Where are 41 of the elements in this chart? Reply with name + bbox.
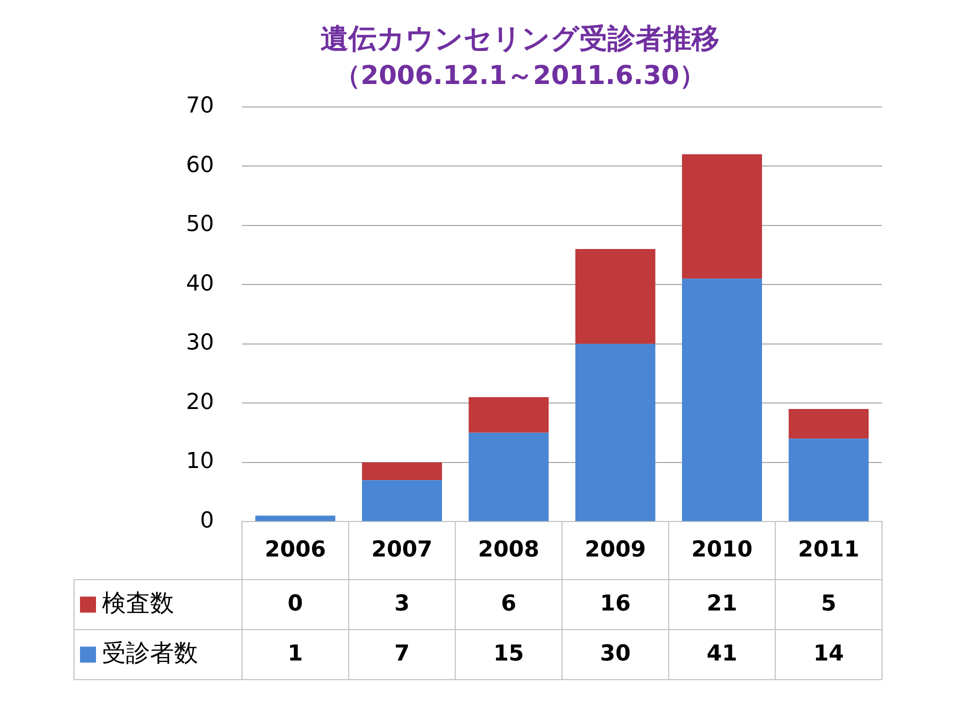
- legend-label: 受診者数: [102, 638, 198, 667]
- y-tick-label: 30: [186, 330, 214, 356]
- data-label: 15: [493, 641, 524, 666]
- bar: [788, 409, 869, 439]
- data-label: 1: [288, 641, 303, 666]
- bar: [575, 249, 656, 344]
- bar: [255, 516, 336, 522]
- bar: [788, 438, 869, 522]
- data-label: 5: [821, 591, 836, 616]
- data-label: 0: [288, 591, 303, 616]
- data-label: 7: [394, 641, 410, 666]
- bar: [468, 397, 549, 433]
- data-label: 6: [501, 591, 516, 616]
- x-tick-label: 2008: [478, 538, 540, 563]
- x-tick-label: 2010: [691, 538, 753, 563]
- data-label: 16: [600, 591, 631, 616]
- x-tick-label: 2009: [584, 538, 646, 563]
- bar: [468, 432, 549, 522]
- x-tick-label: 2006: [264, 538, 326, 563]
- y-tick-label: 40: [186, 271, 214, 296]
- data-label: 14: [813, 641, 844, 666]
- y-tick-label: 50: [186, 212, 214, 238]
- data-label: 3: [394, 591, 410, 616]
- bar: [575, 344, 656, 522]
- bar: [362, 462, 442, 480]
- data-label: 21: [706, 591, 738, 616]
- data-label: 30: [600, 641, 631, 666]
- y-tick-label: 10: [186, 449, 214, 474]
- y-tick-label: 60: [186, 152, 214, 178]
- y-tick-label: 20: [186, 390, 214, 415]
- chart-subtitle: （2006.12.1～2011.6.30）: [334, 60, 706, 91]
- data-label: 41: [706, 641, 738, 666]
- x-tick-label: 2007: [371, 538, 433, 563]
- bar: [682, 154, 762, 279]
- y-tick-label: 0: [200, 508, 214, 534]
- bar: [362, 480, 442, 522]
- legend-label: 検査数: [102, 588, 174, 617]
- y-tick-label: 70: [186, 94, 214, 119]
- x-tick-label: 2011: [798, 538, 860, 563]
- bar: [682, 278, 762, 522]
- chart-title: 遺伝カウンセリング受診者推移: [320, 22, 720, 56]
